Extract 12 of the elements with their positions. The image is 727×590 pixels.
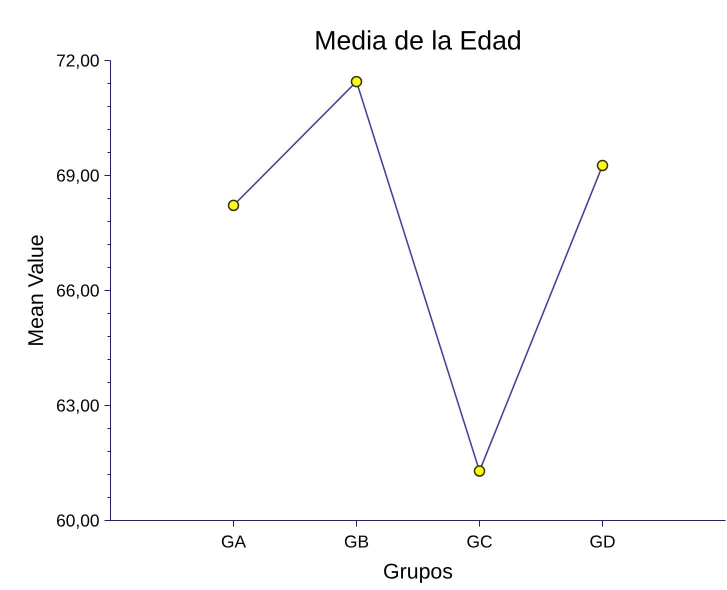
x-axis-title: Grupos: [383, 560, 453, 584]
y-tick-label: 72,00: [56, 50, 100, 70]
y-axis-title: Mean Value: [24, 234, 48, 347]
y-tick-label: 69,00: [56, 166, 100, 186]
y-tick-label: 63,00: [56, 396, 100, 416]
y-tick-label: 60,00: [56, 510, 100, 530]
x-tick-label: GB: [344, 532, 370, 552]
x-tick-label: GC: [466, 532, 493, 552]
y-tick-label: 66,00: [56, 280, 100, 300]
chart-title: Media de la Edad: [314, 26, 522, 56]
x-tick-label: GA: [220, 532, 246, 552]
x-tick-label: GD: [590, 532, 616, 552]
